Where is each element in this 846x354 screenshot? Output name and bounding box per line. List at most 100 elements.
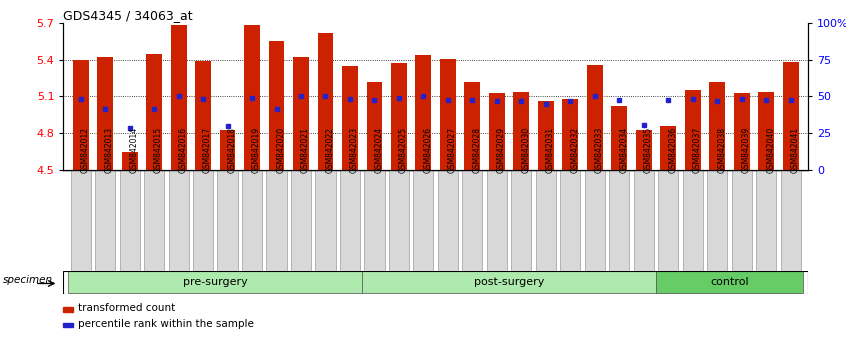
FancyBboxPatch shape [291,170,311,271]
FancyBboxPatch shape [362,271,656,293]
Bar [63,323,73,327]
Text: pre-surgery: pre-surgery [183,277,248,287]
FancyBboxPatch shape [511,170,531,271]
Text: transformed count: transformed count [78,303,175,313]
Text: GSM842023: GSM842023 [350,127,359,173]
Text: GSM842030: GSM842030 [521,127,530,173]
Bar [563,99,579,170]
Text: GSM842029: GSM842029 [497,127,506,173]
Text: percentile rank within the sample: percentile rank within the sample [78,319,254,329]
Text: GSM842012: GSM842012 [80,127,90,173]
Bar [661,126,676,170]
FancyBboxPatch shape [95,170,115,271]
Text: GSM842015: GSM842015 [154,127,163,173]
Text: GSM842032: GSM842032 [570,127,580,173]
FancyBboxPatch shape [414,170,433,271]
Bar [195,61,211,170]
FancyBboxPatch shape [69,271,362,293]
Text: GSM842039: GSM842039 [742,127,750,173]
Bar [612,106,628,170]
Text: GSM842033: GSM842033 [595,127,604,173]
Bar [636,130,651,170]
Text: GSM842028: GSM842028 [472,127,481,173]
Bar [171,25,186,170]
Text: GSM842040: GSM842040 [766,127,775,173]
FancyBboxPatch shape [486,170,507,271]
Text: GSM842017: GSM842017 [203,127,212,173]
FancyBboxPatch shape [316,170,336,271]
FancyBboxPatch shape [217,170,238,271]
Text: GSM842022: GSM842022 [326,127,334,173]
Bar [514,92,530,170]
Text: GSM842013: GSM842013 [105,127,114,173]
Text: control: control [711,277,749,287]
Text: GSM842019: GSM842019 [252,127,261,173]
Text: GSM842026: GSM842026 [424,127,432,173]
FancyBboxPatch shape [266,170,287,271]
Text: GSM842021: GSM842021 [301,127,310,173]
FancyBboxPatch shape [193,170,213,271]
Text: GSM842014: GSM842014 [129,127,139,173]
Text: GSM842037: GSM842037 [693,127,702,173]
FancyBboxPatch shape [707,170,728,271]
Bar [685,90,700,170]
Bar [293,57,309,170]
Text: GSM842041: GSM842041 [791,127,799,173]
Bar [366,82,382,170]
Bar [220,130,235,170]
Bar [122,152,138,170]
FancyBboxPatch shape [119,170,140,271]
Text: post-surgery: post-surgery [474,277,544,287]
FancyBboxPatch shape [438,170,458,271]
FancyBboxPatch shape [658,170,678,271]
Bar [733,93,750,170]
Bar [783,62,799,170]
FancyBboxPatch shape [656,271,803,293]
FancyBboxPatch shape [463,170,482,271]
FancyBboxPatch shape [242,170,262,271]
Bar [317,33,333,170]
Text: GSM842034: GSM842034 [619,127,629,173]
Bar [146,53,162,170]
FancyBboxPatch shape [365,170,384,271]
Bar [391,63,407,170]
FancyBboxPatch shape [585,170,605,271]
Bar [758,92,774,170]
Bar [489,93,505,170]
Bar [709,82,725,170]
FancyBboxPatch shape [389,170,409,271]
Text: GSM842027: GSM842027 [448,127,457,173]
FancyBboxPatch shape [144,170,164,271]
Text: GSM842016: GSM842016 [179,127,188,173]
Text: GDS4345 / 34063_at: GDS4345 / 34063_at [63,9,193,22]
FancyBboxPatch shape [634,170,654,271]
Text: specimen: specimen [3,275,53,285]
FancyBboxPatch shape [732,170,752,271]
Bar [587,65,603,170]
FancyBboxPatch shape [609,170,629,271]
Bar [440,58,456,170]
Bar [538,101,554,170]
Bar [415,55,431,170]
FancyBboxPatch shape [70,170,91,271]
FancyBboxPatch shape [536,170,556,271]
Text: GSM842036: GSM842036 [668,127,678,173]
Bar [268,41,284,170]
FancyBboxPatch shape [683,170,703,271]
FancyBboxPatch shape [168,170,189,271]
Bar [63,307,73,312]
Bar [97,57,113,170]
Bar [342,66,358,170]
Text: GSM842020: GSM842020 [277,127,285,173]
Text: GSM842024: GSM842024 [375,127,383,173]
Text: GSM842018: GSM842018 [228,127,237,173]
FancyBboxPatch shape [340,170,360,271]
FancyBboxPatch shape [560,170,580,271]
Text: GSM842038: GSM842038 [717,127,727,173]
Text: GSM842031: GSM842031 [546,127,555,173]
Text: GSM842025: GSM842025 [399,127,408,173]
Bar [244,25,260,170]
Bar [73,60,89,170]
FancyBboxPatch shape [756,170,777,271]
Text: GSM842035: GSM842035 [644,127,653,173]
